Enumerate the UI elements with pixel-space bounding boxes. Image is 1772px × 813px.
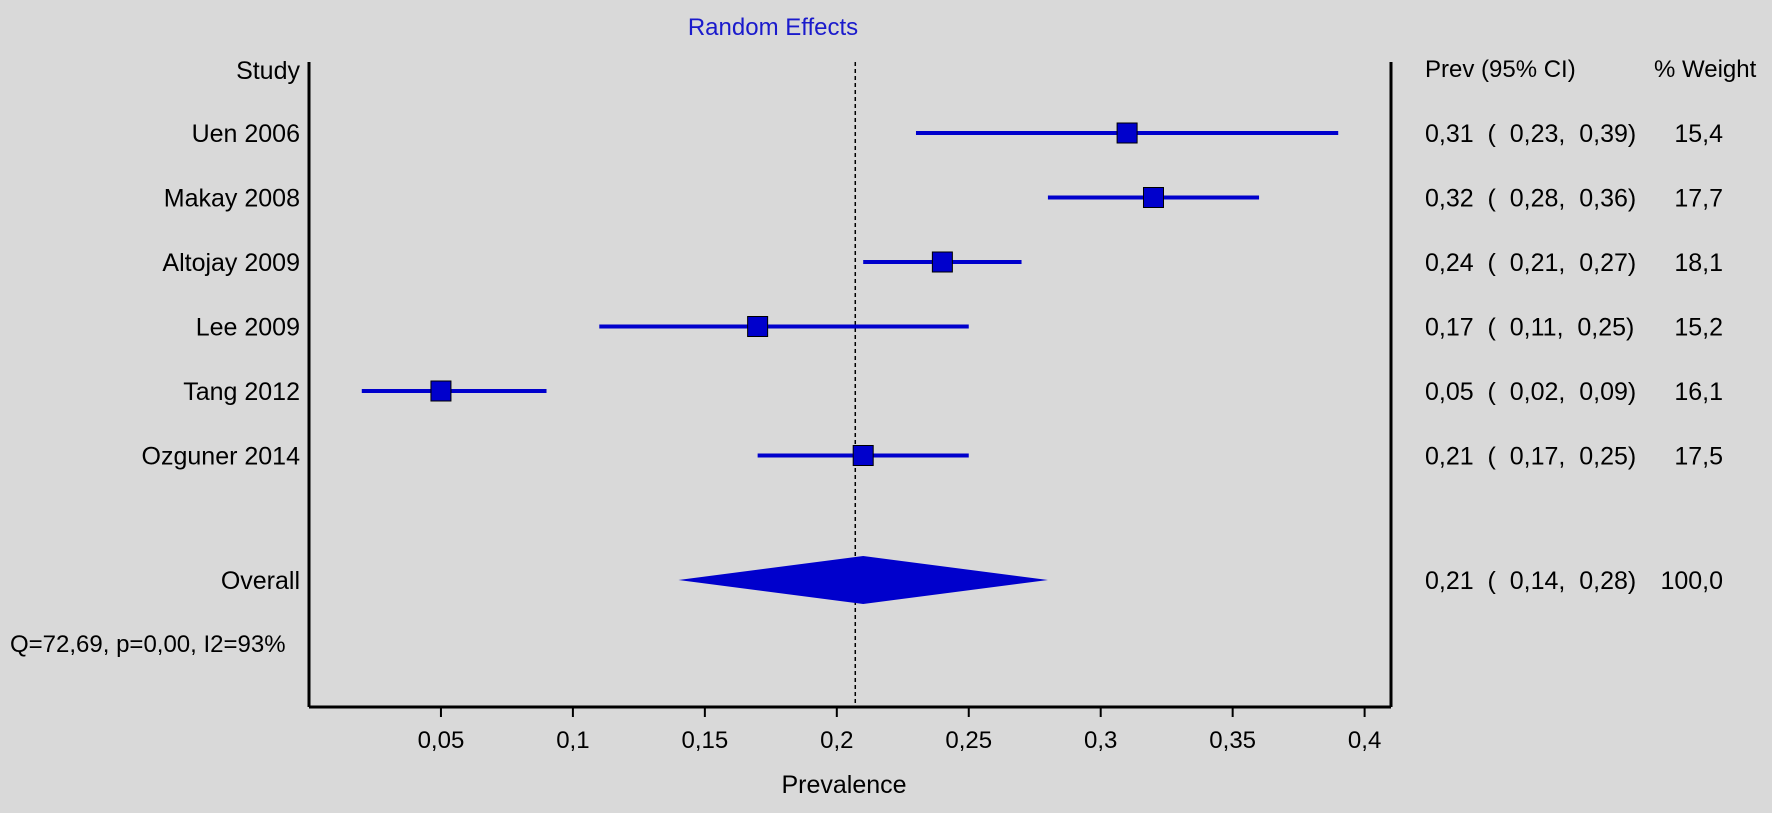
point-estimate-marker <box>1116 122 1138 144</box>
ci-text: 0,21 ( 0,17, 0,25) <box>1425 443 1636 471</box>
point-estimate-marker <box>1142 187 1164 208</box>
point-estimate-marker <box>430 380 452 402</box>
study-name: Ozguner 2014 <box>142 443 301 471</box>
study-row: Makay 2008 0,32 ( 0,28, 0,36) 17,7 <box>164 185 1723 213</box>
study-name: Tang 2012 <box>183 378 300 406</box>
overall-ci-text: 0,21 ( 0,14, 0,28) <box>1425 567 1636 595</box>
x-tick-label: 0,4 <box>1348 727 1381 754</box>
weight-text: 16,1 <box>1674 378 1723 406</box>
overall-row: Overall 0,21 ( 0,14, 0,28) 100,0 <box>221 556 1723 604</box>
study-name: Makay 2008 <box>164 185 300 213</box>
heterogeneity-stat: Q=72,69, p=0,00, I2=93% <box>10 631 286 658</box>
study-name: Lee 2009 <box>196 314 300 342</box>
ci-text: 0,05 ( 0,02, 0,09) <box>1425 378 1636 406</box>
study-name: Altojay 2009 <box>162 249 300 277</box>
study-row: Ozguner 2014 0,21 ( 0,17, 0,25) 17,5 <box>142 443 1723 471</box>
ci-text: 0,32 ( 0,28, 0,36) <box>1425 185 1636 213</box>
ci-column-header: Prev (95% CI) <box>1425 56 1576 83</box>
study-row: Tang 2012 0,05 ( 0,02, 0,09) 16,1 <box>183 378 1723 406</box>
ci-text: 0,31 ( 0,23, 0,39) <box>1425 120 1636 148</box>
point-estimate-marker <box>852 445 874 466</box>
overall-diamond <box>678 556 1048 604</box>
x-tick-label: 0,2 <box>820 727 853 754</box>
weight-text: 15,2 <box>1674 314 1723 342</box>
x-tick-label: 0,25 <box>945 727 992 754</box>
weight-text: 17,7 <box>1674 185 1723 213</box>
study-row: Uen 2006 0,31 ( 0,23, 0,39) 15,4 <box>192 120 1724 148</box>
weight-text: 15,4 <box>1674 120 1723 148</box>
weight-column-header: % Weight <box>1654 56 1757 83</box>
study-column-header: Study <box>236 57 300 85</box>
chart-title: Random Effects <box>688 14 858 41</box>
x-tick-label: 0,35 <box>1209 727 1256 754</box>
study-row: Lee 2009 0,17 ( 0,11, 0,25) 15,2 <box>196 314 1723 342</box>
point-estimate-marker <box>931 251 953 273</box>
overall-weight-text: 100,0 <box>1660 567 1723 595</box>
overall-label: Overall <box>221 567 300 595</box>
x-axis-label: Prevalence <box>781 771 906 799</box>
ci-text: 0,17 ( 0,11, 0,25) <box>1425 314 1634 342</box>
weight-text: 17,5 <box>1674 443 1723 471</box>
study-row: Altojay 2009 0,24 ( 0,21, 0,27) 18,1 <box>162 249 1723 277</box>
x-tick-label: 0,3 <box>1084 727 1117 754</box>
plot-frame <box>307 62 1393 709</box>
x-tick-label: 0,05 <box>418 727 465 754</box>
ci-text: 0,24 ( 0,21, 0,27) <box>1425 249 1636 277</box>
x-tick-label: 0,15 <box>681 727 728 754</box>
study-name: Uen 2006 <box>192 120 300 148</box>
point-estimate-marker <box>747 316 769 337</box>
x-tick-label: 0,1 <box>556 727 589 754</box>
weight-text: 18,1 <box>1674 249 1723 277</box>
